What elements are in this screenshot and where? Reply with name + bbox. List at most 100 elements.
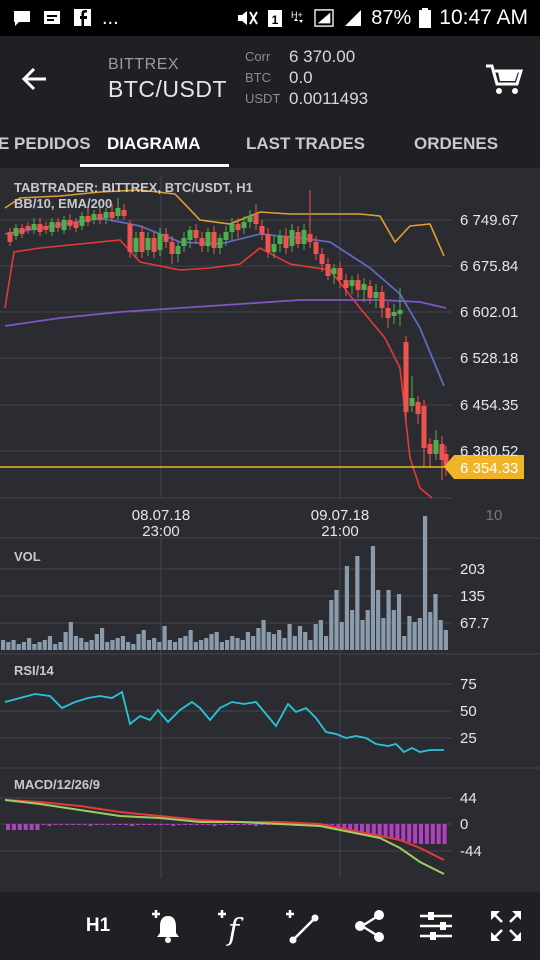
settings-button[interactable] [414, 904, 458, 948]
volume-bar [105, 642, 110, 650]
price-tick: 6 454.35 [460, 397, 518, 414]
back-arrow-icon[interactable] [18, 62, 52, 96]
volume-bar [178, 638, 183, 650]
candle-down [319, 254, 325, 264]
macd-tick: -44 [460, 843, 482, 860]
price-tick: 6 602.01 [460, 304, 518, 321]
chart-canvas[interactable]: 6 749.67 6 675.84 6 602.01 6 528.18 6 454.35… [0, 168, 540, 892]
price-tick: 6 380.52 [460, 443, 518, 460]
volume-bar [261, 620, 266, 650]
volume-bar [428, 612, 433, 650]
candle-up [181, 238, 187, 246]
time-tick-date: 09.07.18 [311, 507, 369, 524]
add-indicator-button[interactable]: f [212, 904, 256, 948]
macd-hist-bar [265, 824, 270, 825]
add-alert-icon [152, 910, 179, 943]
candle-down [307, 234, 313, 242]
macd-hist-bar [82, 824, 87, 825]
candle-down [109, 212, 115, 218]
volume-bar [350, 610, 355, 650]
macd-hist-bar [76, 824, 81, 825]
volume-bar [157, 642, 162, 650]
candle-down [139, 232, 145, 252]
volume-bar [396, 594, 402, 650]
volume-bar [271, 634, 277, 650]
candle-up [205, 232, 211, 246]
macd-hist-bar [70, 824, 75, 825]
rsi-tick: 50 [460, 703, 477, 720]
time-tick-date: 08.07.18 [132, 507, 190, 524]
volume-bar [417, 618, 422, 650]
volume-bar [79, 638, 84, 650]
candle-down [235, 224, 241, 230]
rsi-tick: 25 [460, 730, 477, 747]
svg-text:1: 1 [272, 13, 279, 27]
volume-bar [198, 640, 204, 650]
macd-hist-bar [247, 824, 252, 825]
add-line-button[interactable] [280, 904, 324, 948]
chart-title: TABTRADER: BITTREX, BTC/USDT, H1 [14, 180, 253, 195]
candle-down [25, 226, 31, 230]
macd-hist-bar [360, 824, 364, 833]
macd-hist-bar [330, 824, 335, 825]
cart-icon[interactable] [484, 62, 524, 96]
stat-value: 0.0011493 [289, 88, 369, 108]
volume-bar [99, 628, 105, 650]
volume-bar [287, 624, 292, 650]
volume-bar [32, 644, 37, 650]
share-button[interactable] [348, 904, 392, 948]
volume-bar [334, 590, 339, 650]
macd-line [4, 799, 445, 875]
battery-icon [419, 8, 432, 28]
time-tick-time: 23:00 [142, 523, 180, 540]
clock: 10:47 AM [439, 6, 528, 29]
volume-bar [412, 622, 417, 650]
timeframe-button[interactable]: H1 [76, 904, 120, 948]
volume-bar [16, 644, 21, 650]
volume-bar [282, 638, 287, 650]
candle-down [211, 232, 217, 248]
macd-hist-bar [124, 824, 128, 825]
candle-down [355, 280, 361, 290]
stat-value: 0.0 [289, 67, 313, 87]
tab-ordenes[interactable]: ORDENES [414, 134, 499, 153]
volume-bar [407, 616, 412, 650]
tab-last-trades[interactable]: LAST TRADES [246, 134, 365, 153]
candle-up [349, 280, 355, 286]
volume-bar [94, 634, 99, 650]
tab-pedidos[interactable]: E PEDIDOS [0, 134, 91, 153]
volume-bar [209, 634, 214, 650]
macd-hist-bar [230, 824, 235, 825]
macd-hist-bar [236, 824, 241, 825]
volume-bar [188, 630, 193, 650]
candle-up [223, 232, 229, 240]
macd-label: MACD/12/26/9 [14, 777, 100, 792]
active-tab-indicator [80, 164, 229, 167]
stat-key: BTC [245, 70, 271, 85]
macd-hist-bar [29, 824, 34, 830]
macd-hist-bar [153, 824, 158, 825]
candle-up [391, 312, 397, 316]
macd-hist-bar [135, 824, 140, 825]
volume-bar [115, 638, 120, 650]
macd-hist-bar [218, 824, 223, 825]
candle-up [271, 244, 277, 252]
fullscreen-button[interactable] [484, 904, 528, 948]
macd-hist-bar [65, 824, 69, 825]
volume-bar [365, 610, 370, 650]
candle-up [409, 398, 415, 406]
volume-bar [183, 636, 188, 650]
candle-down [439, 444, 445, 460]
volume-bar [11, 640, 16, 650]
candle-down [199, 238, 205, 246]
chart-area[interactable]: 6 749.67 6 675.84 6 602.01 6 528.18 6 454.35… [0, 168, 540, 892]
stat-value: 6 370.00 [289, 46, 356, 66]
candle-down [415, 402, 421, 414]
candle-up [361, 284, 367, 290]
macd-hist-bar [336, 824, 341, 828]
share-icon [355, 910, 384, 942]
add-alert-button[interactable] [146, 904, 190, 948]
tab-diagrama[interactable]: DIAGRAMA [107, 134, 201, 153]
candle-up [289, 230, 295, 246]
notification-icon [44, 11, 60, 24]
